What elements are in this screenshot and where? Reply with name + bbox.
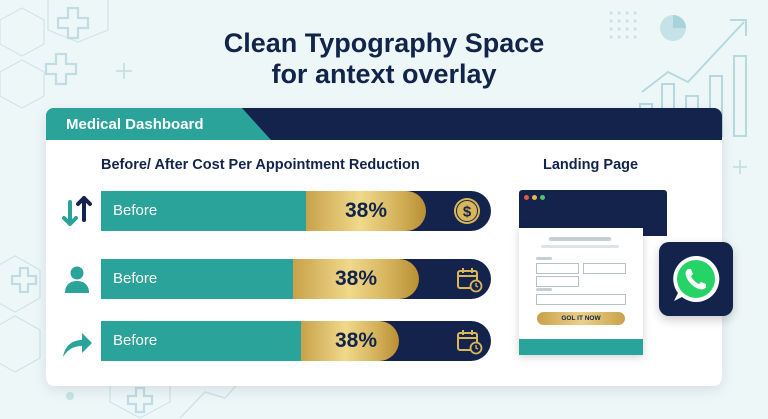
get-it-now-button[interactable]: GOL IT NOW <box>537 312 625 325</box>
medical-cross-icon <box>10 6 154 414</box>
headline-line-2: for antext overlay <box>271 59 497 89</box>
before-label: Before <box>113 270 158 287</box>
up-down-arrows-icon <box>62 196 92 226</box>
form-field[interactable] <box>536 294 626 305</box>
pie-chart-icon <box>660 15 686 41</box>
whatsapp-tile[interactable] <box>659 242 733 316</box>
cost-bar-row-2: Before 38% <box>101 259 491 299</box>
dollar-coin-icon: $ <box>454 198 480 224</box>
cost-bar-row-3: Before 38% <box>101 321 491 361</box>
person-icon <box>65 266 89 293</box>
share-arrow-icon <box>63 333 92 357</box>
cost-section-title: Before/ After Cost Per Appointment Reduc… <box>101 157 420 173</box>
dashboard-tab[interactable] <box>46 108 271 140</box>
calendar-clock-icon <box>457 330 483 355</box>
landing-form-panel: GOL IT NOW <box>519 228 643 355</box>
svg-text:$: $ <box>463 204 472 221</box>
dashboard-tab-label: Medical Dashboard <box>66 116 204 133</box>
calendar-clock-icon <box>457 268 483 293</box>
reduction-percent: 38% <box>335 329 378 352</box>
form-field[interactable] <box>536 276 579 287</box>
dashboard-header: Medical Dashboard <box>46 108 722 140</box>
landing-section-title: Landing Page <box>543 157 639 173</box>
reduction-percent: 38% <box>335 267 378 290</box>
before-label: Before <box>113 332 158 349</box>
cost-bar-row-1: Before 38% $ <box>101 191 491 231</box>
line-chart-arrow-icon <box>641 19 747 93</box>
reduction-percent: 38% <box>345 199 388 222</box>
landing-page-mockup: GOL IT NOW <box>519 190 667 356</box>
whatsapp-icon <box>673 255 720 302</box>
before-label: Before <box>113 202 158 219</box>
form-field[interactable] <box>536 263 579 274</box>
form-field[interactable] <box>583 263 626 274</box>
headline-line-1: Clean Typography Space <box>223 28 545 58</box>
